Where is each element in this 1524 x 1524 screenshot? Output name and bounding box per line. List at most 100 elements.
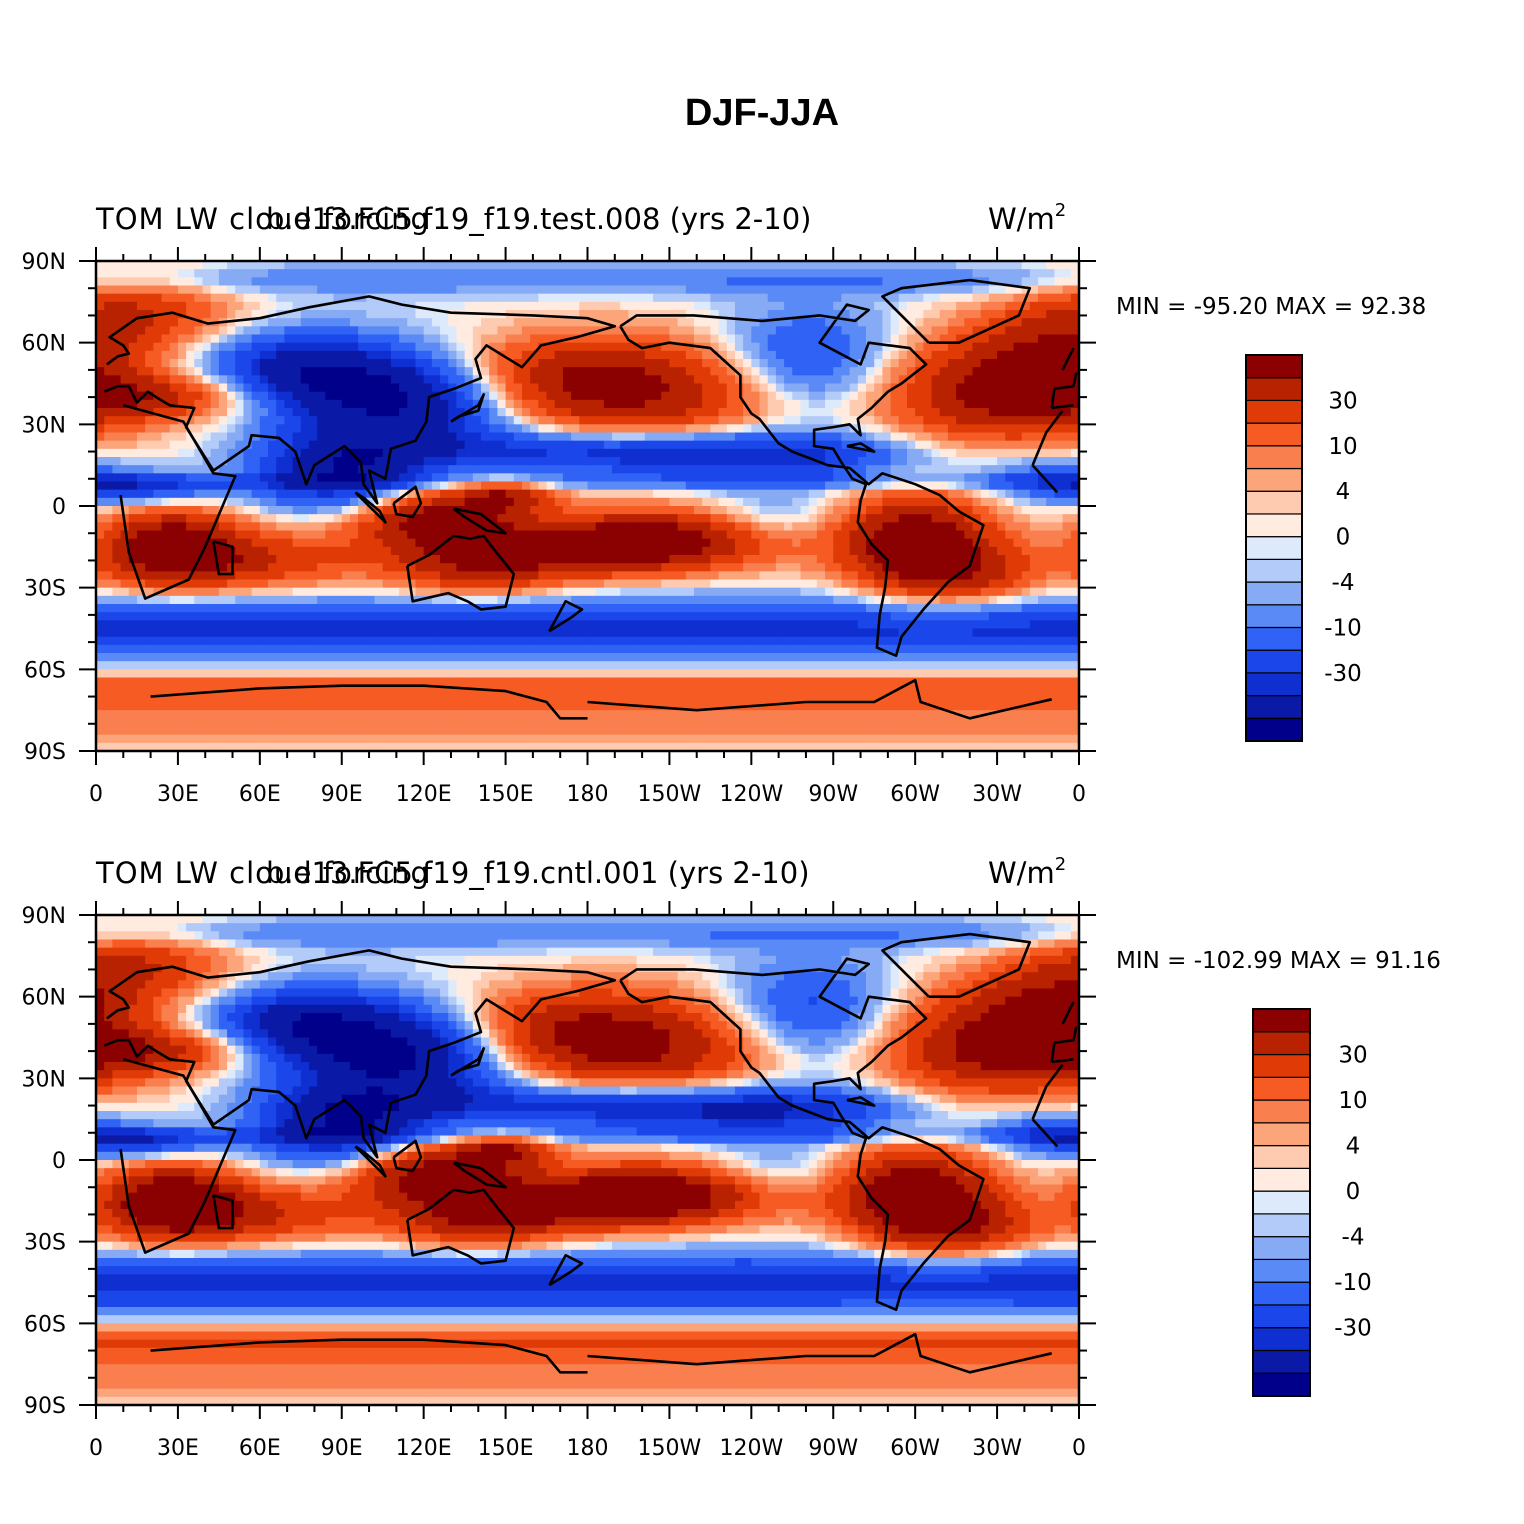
field-cell [284,595,294,605]
field-cell [259,530,269,540]
figure-title: DJF-JJA [684,92,840,134]
field-cell [579,391,589,401]
field-cell [571,318,580,327]
field-cell [612,546,621,556]
field-cell [251,310,261,319]
field-cell [988,424,998,434]
field-cell [284,261,294,270]
field-cell [481,424,490,434]
field-cell [571,375,580,385]
field-cell [521,432,531,442]
field-cell [677,538,687,548]
field-cell [431,277,441,287]
field-cell [931,261,941,270]
field-cell [194,563,204,572]
field-cell [481,489,490,499]
field-cell [1021,269,1031,278]
field-cell [849,530,859,540]
field-cell [186,350,195,360]
field-cell [603,473,613,483]
field-cell [685,457,695,466]
field-cell [169,269,179,278]
field-cell [448,465,458,474]
field-cell [521,546,531,556]
field-cell [947,473,957,483]
field-cell [448,408,458,417]
field-cell [112,375,122,385]
field-cell [579,432,589,442]
field-cell [800,457,810,466]
field-cell [1021,261,1031,270]
field-cell [841,277,851,287]
field-cell [169,285,179,295]
field-cell [169,514,179,523]
field-cell [440,497,449,507]
field-cell [497,367,507,376]
field-cell [595,587,605,597]
field-cell [341,481,351,491]
field-cell [964,538,974,548]
field-cell [112,563,122,572]
field-cell [456,579,466,589]
field-cell [808,546,818,556]
field-cell [161,416,171,425]
field-cell [153,399,163,409]
field-cell [431,440,441,450]
field-cell [1062,506,1072,515]
field-cell [456,563,466,572]
field-cell [571,538,580,548]
field-cell [104,277,113,287]
field-cell [341,277,351,287]
field-cell [1005,310,1015,319]
field-cell [1046,506,1056,515]
field-cell [202,432,212,442]
field-cell [710,522,720,532]
field-cell [964,497,974,507]
field-cell [521,440,531,450]
field-cell [415,432,425,442]
field-cell [693,546,703,556]
field-cell [784,546,793,556]
field-cell [808,318,818,327]
field-cell [235,326,245,336]
field-cell [423,563,433,572]
field-cell [300,506,310,515]
field-cell [276,318,286,327]
field-cell [390,546,400,556]
field-cell [710,326,720,336]
field-cell [800,269,810,278]
field-cell [120,399,130,409]
field-cell [816,571,826,581]
field-cell [235,514,245,523]
field-cell [595,293,605,303]
field-cell [161,301,171,311]
field-cell [243,538,253,548]
field-cell [759,473,769,483]
field-cell [333,530,343,540]
field-cell [915,408,924,417]
field-cell [341,465,351,474]
field-cell [276,301,286,311]
field-cell [374,367,384,376]
field-cell [218,481,228,491]
field-cell [997,367,1006,376]
field-cell [882,285,892,295]
field-cell [218,277,228,287]
field-cell [472,465,482,474]
field-cell [1038,522,1047,532]
field-cell [202,399,212,409]
field-cell [300,530,310,540]
field-cell [595,375,605,385]
field-cell [857,538,867,548]
field-cell [120,318,130,327]
field-cell [399,489,408,499]
field-cell [366,261,376,270]
field-cell [743,457,752,466]
field-cell [612,261,621,270]
field-cell [96,546,105,556]
field-cell [407,269,417,278]
field-cell [661,530,671,540]
field-cell [1021,489,1031,499]
field-cell [136,301,146,311]
field-cell [546,383,556,393]
